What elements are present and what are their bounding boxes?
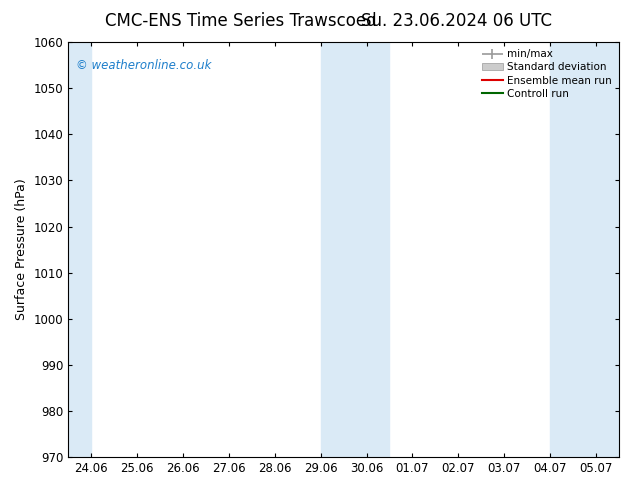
Text: © weatheronline.co.uk: © weatheronline.co.uk (77, 59, 212, 72)
Text: CMC-ENS Time Series Trawscoed: CMC-ENS Time Series Trawscoed (105, 12, 377, 30)
Bar (550, 42, 619, 457)
Bar (321, 42, 389, 457)
Y-axis label: Surface Pressure (hPa): Surface Pressure (hPa) (15, 179, 28, 320)
Text: Su. 23.06.2024 06 UTC: Su. 23.06.2024 06 UTC (361, 12, 552, 30)
Bar (68, 42, 91, 457)
Legend: min/max, Standard deviation, Ensemble mean run, Controll run: min/max, Standard deviation, Ensemble me… (480, 47, 614, 101)
